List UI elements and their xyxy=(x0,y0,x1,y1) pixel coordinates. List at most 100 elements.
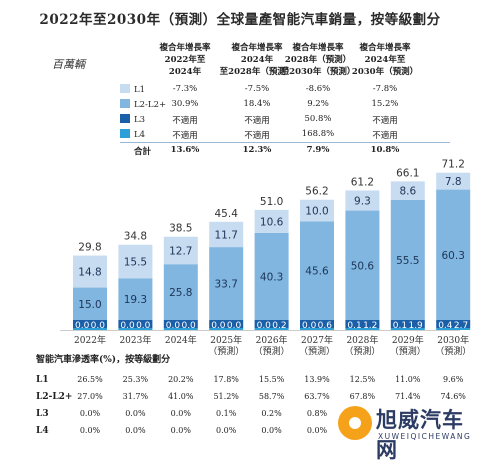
penetration-value: 41.0% xyxy=(168,392,194,401)
penetration-value: 13.9% xyxy=(304,375,330,384)
x-tick-label: 2028年 xyxy=(346,334,378,346)
legend-label: L4 xyxy=(134,130,146,140)
bar-segment-l2-l2+ xyxy=(163,264,198,320)
bar-l4-label: 0.4 xyxy=(438,321,453,331)
bar-value-label: 33.7 xyxy=(215,279,238,291)
x-tick-label: （預測） xyxy=(208,345,244,357)
bar-segment-l1 xyxy=(118,244,153,279)
bar-value-label: 11.7 xyxy=(215,229,238,241)
legend-swatch xyxy=(120,129,130,138)
bar-l4-label: 0.0 xyxy=(257,321,272,331)
bar-segment-l3 xyxy=(209,320,244,328)
bar-segment-l1 xyxy=(163,236,198,265)
bar-l4-label: 0.1 xyxy=(393,321,407,331)
cagr-value: -7.5% xyxy=(244,84,270,94)
bar-l3-label: 2.7 xyxy=(454,321,468,331)
bar-segment-l4 xyxy=(345,328,380,330)
bar-value-label: 60.3 xyxy=(442,250,465,262)
cagr-value: -7.3% xyxy=(172,84,198,94)
bar-value-label: 50.6 xyxy=(351,260,375,272)
penetration-value: 20.2% xyxy=(168,375,194,384)
x-tick-label: 2023年 xyxy=(119,334,151,346)
bar-value-label: 12.7 xyxy=(169,245,192,257)
x-tick-label: （預測） xyxy=(254,345,290,357)
bar-value-label: 7.8 xyxy=(445,176,462,188)
penetration-row-label: L3 xyxy=(36,409,49,419)
cagr-value: 30.9% xyxy=(171,99,199,109)
penetration-value: 0.0% xyxy=(216,426,237,435)
cagr-value: 15.2% xyxy=(371,99,399,109)
cagr-value: 不適用 xyxy=(172,116,198,126)
bar-segment-l4 xyxy=(254,328,289,330)
bar-l3-label: 0.2 xyxy=(272,321,286,331)
bar-l4-label: 0.0 xyxy=(211,321,226,331)
cagr-header: 複合年增長率 2022年至 2024年 xyxy=(159,43,211,77)
bar-segment-l3 xyxy=(390,320,425,328)
bar-l3-label: 1.9 xyxy=(408,321,423,331)
bar-segment-l3 xyxy=(345,320,380,328)
cagr-value: 不適用 xyxy=(372,116,398,126)
bar-segment-l3 xyxy=(254,320,289,328)
cagr-value: 不適用 xyxy=(372,131,398,141)
cagr-divider xyxy=(120,142,450,143)
cagr-value: 50.8% xyxy=(304,114,332,124)
watermark-subtext: XUWEIQICHEWANG xyxy=(378,432,472,441)
watermark-logo-icon xyxy=(338,406,372,440)
cagr-total-label: 合計 xyxy=(134,147,152,157)
bar-value-label: 10.0 xyxy=(305,206,328,218)
bar-l3-label: 0.0 xyxy=(227,321,242,331)
penetration-value: 0.0% xyxy=(306,426,328,435)
penetration-value: 25.3% xyxy=(122,375,149,384)
legend-item: L4 xyxy=(120,129,145,141)
watermark-text: 旭威汽车网 xyxy=(376,408,464,462)
penetration-value: 63.7% xyxy=(304,392,330,401)
cagr-header: 複合年增長率 2024年 至2028年（預測） xyxy=(219,43,295,77)
bar-total-label: 66.1 xyxy=(396,167,419,179)
legend-swatch xyxy=(120,99,130,108)
bar-value-label: 55.5 xyxy=(396,255,419,267)
bar-l3-label: 0.0 xyxy=(136,321,151,331)
bar-value-label: 45.6 xyxy=(305,266,329,278)
cagr-header: 複合年增長率 2028年（預測） 至2030年（預測） xyxy=(280,43,356,77)
x-tick-label: （預測） xyxy=(344,345,380,357)
page-title: 2022年至2030年（預測）全球量產智能汽車銷量，按等級劃分 xyxy=(39,12,441,28)
bar-value-label: 9.3 xyxy=(354,195,371,207)
cagr-total-value: 10.8% xyxy=(370,145,400,155)
bar-value-label: 40.3 xyxy=(260,271,283,283)
bar-value-label: 15.5 xyxy=(124,256,147,268)
bar-segment-l2-l2+ xyxy=(436,189,471,320)
bar-value-label: 25.8 xyxy=(169,287,192,299)
cagr-value: 不適用 xyxy=(244,116,270,126)
cagr-total-value: 13.6% xyxy=(170,145,200,155)
bar-l4-label: 0.0 xyxy=(75,321,90,331)
penetration-value: 27.0% xyxy=(77,392,103,401)
penetration-value: 15.5% xyxy=(258,375,285,384)
bar-segment-l2-l2+ xyxy=(73,287,107,320)
bar-total-label: 56.2 xyxy=(305,186,328,198)
bar-total-label: 34.8 xyxy=(124,231,147,243)
legend-item: L3 xyxy=(120,114,145,126)
bar-value-label: 14.8 xyxy=(78,267,101,279)
bar-segment-l3 xyxy=(73,320,107,328)
x-tick-label: 2030年 xyxy=(437,334,469,346)
bar-segment-l3 xyxy=(163,320,198,328)
x-tick-label: 2026年 xyxy=(256,334,288,346)
x-tick-label: （預測） xyxy=(299,345,335,357)
penetration-title: 智能汽車滲透率(%)，按等級劃分 xyxy=(36,355,171,365)
cagr-header: 複合年增長率 2024年至 2030年（預測） xyxy=(351,43,419,77)
bar-value-label: 10.6 xyxy=(260,216,284,228)
bar-total-label: 38.5 xyxy=(169,223,192,235)
penetration-row-label: L2-L2+ xyxy=(36,392,73,402)
penetration-value: 71.4% xyxy=(395,392,421,401)
bar-segment-l2-l2+ xyxy=(345,210,380,320)
penetration-value: 17.8% xyxy=(213,375,239,384)
bar-l4-label: 0.0 xyxy=(120,321,135,331)
x-tick-label: 2025年 xyxy=(210,334,242,346)
bar-segment-l2-l2+ xyxy=(390,199,425,320)
cagr-value: 9.2% xyxy=(307,99,329,109)
penetration-value: 31.7% xyxy=(122,392,149,401)
penetration-value: 67.8% xyxy=(349,392,376,401)
bar-segment-l2-l2+ xyxy=(254,232,289,320)
penetration-value: 0.0% xyxy=(79,426,101,435)
